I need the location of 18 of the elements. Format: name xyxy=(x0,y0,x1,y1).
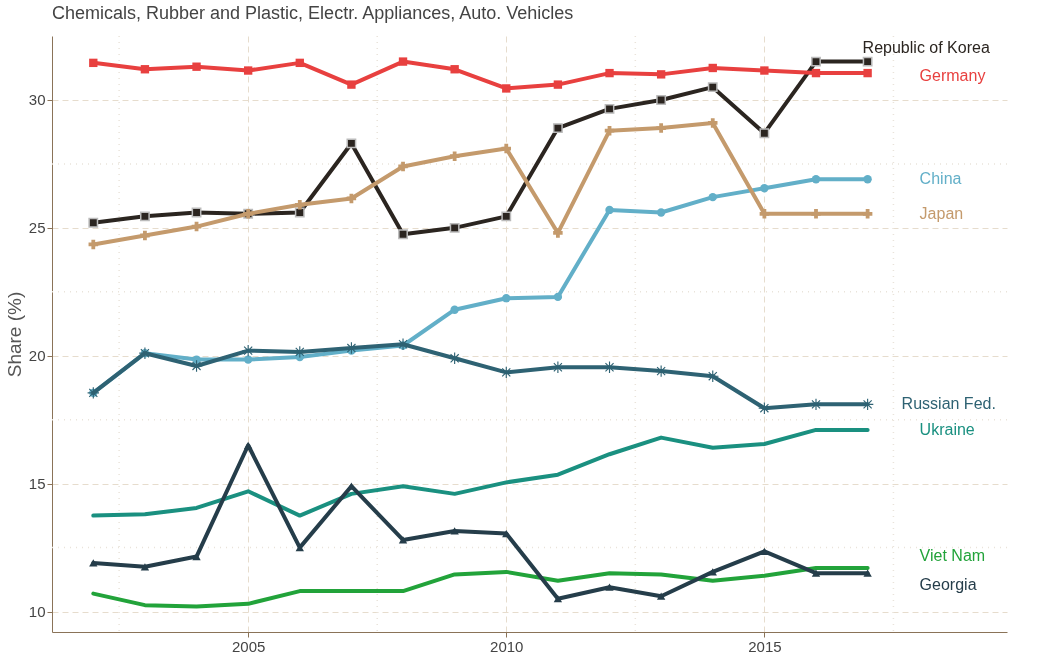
y-tick-label: 15 xyxy=(28,475,46,493)
text: Ukraine xyxy=(919,420,975,438)
x-tick-label: 2005 xyxy=(231,637,266,655)
y-tick-label: 20 xyxy=(28,347,46,365)
series-label: Republic of Korea xyxy=(862,38,990,56)
y-tick-label: 30 xyxy=(28,91,46,109)
text: Germany xyxy=(919,67,986,85)
x-tick-label: 2015 xyxy=(748,637,782,655)
chart-title: Chemicals, Rubber and Plastic, Electr. Appliances, Auto. Vehicles xyxy=(52,3,574,24)
y-tick-label: 10 xyxy=(28,603,46,621)
series-label: Russian Fed. xyxy=(901,395,996,413)
y-tick-label: 25 xyxy=(28,219,46,237)
text: Japan xyxy=(919,204,964,222)
y-axis-title: Share (%) xyxy=(3,291,25,378)
text: China xyxy=(919,170,962,188)
text: Georgia xyxy=(919,576,977,594)
x-tick-label: 2010 xyxy=(490,637,524,655)
text: Viet Nam xyxy=(919,547,986,565)
